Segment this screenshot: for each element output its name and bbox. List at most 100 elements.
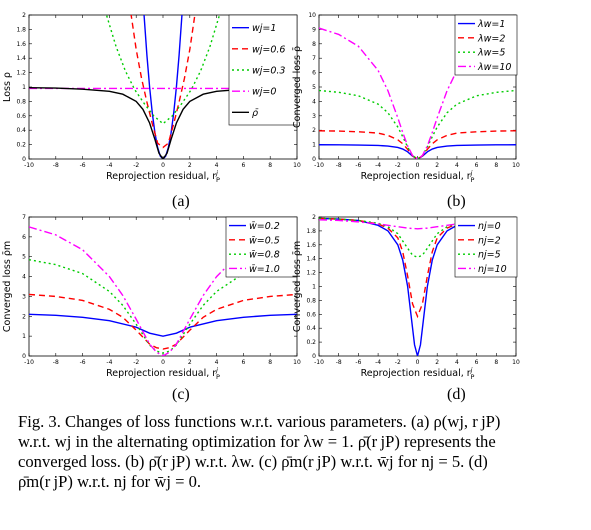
- y-tick-label: 7: [22, 214, 26, 221]
- series-line-0: [29, 313, 297, 337]
- y-tick-label: 0.4: [16, 127, 26, 134]
- y-tick-label: 0: [22, 353, 26, 360]
- figure-caption: Fig. 3. Changes of loss functions w.r.t.…: [18, 412, 578, 492]
- y-tick-label: 1.4: [306, 256, 316, 263]
- y-tick-label: 7: [312, 55, 316, 62]
- x-tick-label: -8: [336, 162, 342, 169]
- x-tick-label: 2: [188, 162, 192, 169]
- panel-label-a: (a): [172, 193, 190, 210]
- y-tick-label: 1.6: [306, 242, 316, 249]
- legend-label: wj=0: [252, 87, 276, 98]
- y-tick-label: 5: [22, 254, 26, 261]
- x-axis-label: Reprojection residual, rj P: [361, 366, 475, 381]
- y-tick-label: 8: [312, 41, 316, 48]
- panel-label-b: (b): [447, 193, 466, 210]
- series-line-3: [29, 226, 297, 356]
- y-tick-label: 2: [22, 313, 26, 320]
- x-tick-label: 10: [293, 359, 301, 366]
- y-tick-label: 6: [312, 70, 316, 77]
- y-tick-label: 10: [308, 12, 316, 19]
- x-tick-label: 6: [475, 359, 479, 366]
- series-line-4: [29, 87, 297, 159]
- legend-box: [454, 14, 518, 76]
- x-tick-label: -6: [80, 162, 86, 169]
- y-tick-label: 1: [22, 333, 26, 340]
- series-line-0: [143, 15, 183, 159]
- y-axis-label: Loss ρ: [2, 72, 13, 102]
- y-tick-label: 0.6: [306, 311, 316, 318]
- x-tick-label: 2: [435, 162, 439, 169]
- x-tick-label: -10: [24, 162, 34, 169]
- y-tick-label: 1: [312, 142, 316, 149]
- x-tick-label: 10: [293, 162, 301, 169]
- y-axis-label: Converged loss ρ̄: [292, 46, 303, 128]
- panel-label-c: (c): [172, 386, 190, 403]
- y-tick-label: 2: [312, 214, 316, 221]
- series-line-1: [130, 15, 196, 149]
- y-tick-label: 0: [312, 156, 316, 163]
- caption-line: converged loss. (b) ρ̄(r jP) w.r.t. λw. …: [18, 452, 488, 471]
- y-tick-label: 0.8: [16, 98, 26, 105]
- y-tick-label: 0.8: [306, 297, 316, 304]
- x-tick-label: 2: [188, 359, 192, 366]
- y-tick-label: 0.2: [16, 142, 26, 149]
- x-tick-label: -2: [395, 162, 401, 169]
- legend-label: nj=2: [478, 235, 501, 246]
- x-tick-label: -2: [133, 162, 139, 169]
- caption-line: w.r.t. wj in the alternating optimizatio…: [18, 432, 496, 451]
- x-tick-label: 4: [215, 162, 219, 169]
- legend-box: [454, 216, 518, 278]
- series-line-1: [29, 293, 297, 350]
- x-tick-label: 0: [161, 359, 165, 366]
- series-line-0: [319, 217, 516, 356]
- x-tick-label: 0: [416, 162, 420, 169]
- x-tick-label: 4: [455, 359, 459, 366]
- y-tick-label: 0.4: [306, 325, 316, 332]
- y-tick-label: 0.2: [306, 339, 316, 346]
- x-tick-label: 8: [268, 162, 272, 169]
- legend-label: wj=0.3: [252, 66, 285, 77]
- y-tick-label: 4: [312, 98, 316, 105]
- x-tick-label: -4: [106, 359, 112, 366]
- x-tick-label: 10: [512, 359, 520, 366]
- y-tick-label: 0: [312, 353, 316, 360]
- panel-label-d: (d): [447, 386, 466, 403]
- series-line-2: [29, 259, 297, 354]
- legend-box: [225, 216, 298, 278]
- y-tick-label: 2: [22, 12, 26, 19]
- legend-label: w̄=0.5: [249, 235, 280, 246]
- y-axis-label: Converged loss ρ̄m: [2, 241, 13, 332]
- y-tick-label: 1.8: [16, 26, 26, 33]
- y-tick-label: 3: [22, 293, 26, 300]
- y-tick-label: 1.8: [306, 228, 316, 235]
- y-tick-label: 1.6: [16, 41, 26, 48]
- y-tick-label: 1.4: [16, 55, 26, 62]
- x-tick-label: -4: [375, 359, 381, 366]
- x-tick-label: -2: [395, 359, 401, 366]
- y-tick-label: 0.6: [16, 113, 26, 120]
- x-tick-label: 2: [435, 359, 439, 366]
- legend-label: nj=10: [478, 264, 507, 275]
- y-axis-label: Converged loss ρ̄m: [292, 241, 303, 332]
- x-axis-label: Reprojection residual, rj P: [106, 366, 220, 381]
- x-tick-label: 8: [494, 162, 498, 169]
- x-tick-label: 0: [416, 359, 420, 366]
- x-tick-label: -2: [133, 359, 139, 366]
- x-tick-label: 6: [475, 162, 479, 169]
- x-tick-label: -10: [314, 162, 324, 169]
- legend-label: wj=1: [252, 23, 276, 34]
- y-tick-label: 9: [312, 26, 316, 33]
- x-tick-label: -10: [314, 359, 324, 366]
- legend-label: λw=10: [477, 62, 511, 73]
- legend-label: wj=0.6: [252, 44, 285, 55]
- x-tick-label: 4: [455, 162, 459, 169]
- y-tick-label: 3: [312, 113, 316, 120]
- x-tick-label: 8: [494, 359, 498, 366]
- y-tick-label: 0: [22, 156, 26, 163]
- x-tick-label: -10: [24, 359, 34, 366]
- y-tick-label: 6: [22, 234, 26, 241]
- x-tick-label: -4: [375, 162, 381, 169]
- series-line-2: [319, 89, 516, 159]
